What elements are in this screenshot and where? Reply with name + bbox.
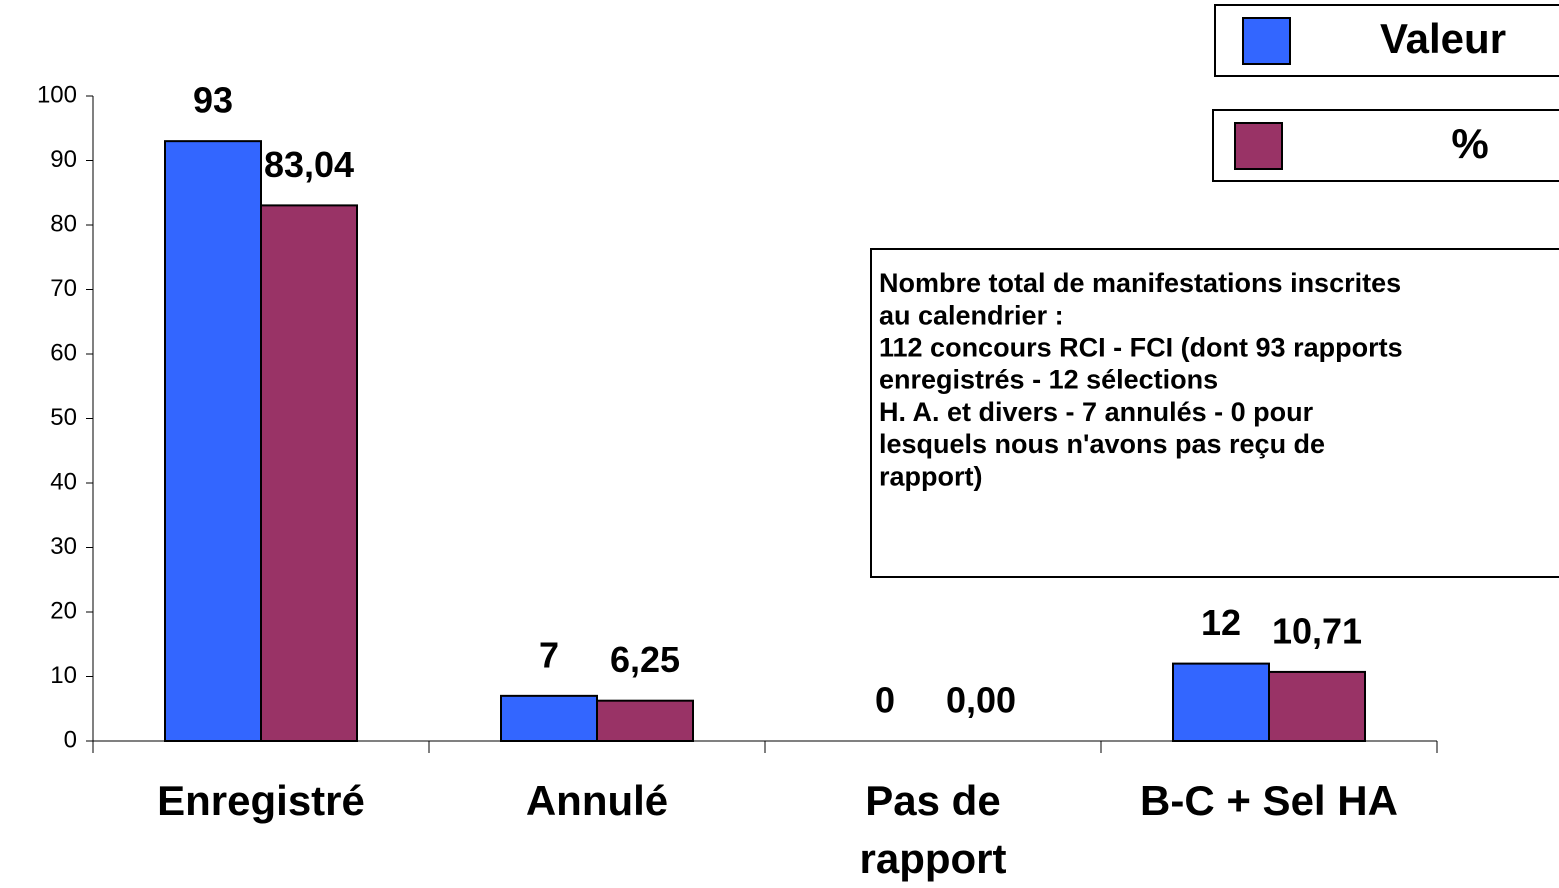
- data-label: 93: [193, 80, 233, 121]
- data-label: 83,04: [264, 144, 354, 185]
- annotation-line: H. A. et divers - 7 annulés - 0 pour: [879, 397, 1314, 427]
- annotation-box: [870, 248, 1559, 578]
- x-tick-label: Annulé: [525, 777, 669, 824]
- legend-label: Valeur: [1380, 15, 1506, 62]
- data-label: 12: [1201, 602, 1241, 643]
- y-tick-label: 50: [50, 404, 77, 431]
- y-tick-label: 30: [50, 533, 77, 560]
- x-tick-label: Enregistré: [157, 777, 365, 824]
- legend-swatch: [1242, 17, 1291, 65]
- y-tick-label: 60: [50, 339, 77, 366]
- y-tick-label: 40: [50, 468, 77, 495]
- annotation-line: 112 concours RCI - FCI (dont 93 rapports: [879, 333, 1403, 363]
- y-tick-label: 0: [64, 726, 77, 753]
- annotation-line: rapport): [879, 461, 983, 491]
- y-tick-label: 90: [50, 146, 77, 173]
- annotation-line: Nombre total de manifestations inscrites: [879, 268, 1401, 298]
- legend-swatch: [1234, 122, 1283, 170]
- bar: [1268, 670, 1366, 742]
- data-label: 7: [539, 634, 559, 675]
- annotation-line: enregistrés - 12 sélections: [879, 365, 1218, 395]
- y-tick-label: 20: [50, 597, 77, 624]
- bar: [596, 699, 694, 742]
- annotation-line: au calendrier :: [879, 300, 1064, 330]
- data-label: 0: [875, 680, 895, 721]
- y-tick-label: 10: [50, 662, 77, 689]
- y-tick-label: 70: [50, 275, 77, 302]
- data-label: 6,25: [610, 639, 680, 680]
- bar: [164, 140, 262, 742]
- bar: [260, 204, 358, 742]
- legend-label: %: [1451, 120, 1488, 167]
- x-tick-label: B-C + Sel HA: [1140, 777, 1398, 824]
- bar: [500, 694, 598, 742]
- bar: [1172, 662, 1270, 742]
- data-label: 10,71: [1272, 610, 1362, 651]
- y-tick-label: 80: [50, 210, 77, 237]
- y-tick-label: 100: [37, 81, 77, 108]
- annotation-line: lesquels nous n'avons pas reçu de: [879, 429, 1325, 459]
- x-tick-label: Pas de rapport: [859, 777, 1007, 882]
- data-label: 0,00: [946, 680, 1016, 721]
